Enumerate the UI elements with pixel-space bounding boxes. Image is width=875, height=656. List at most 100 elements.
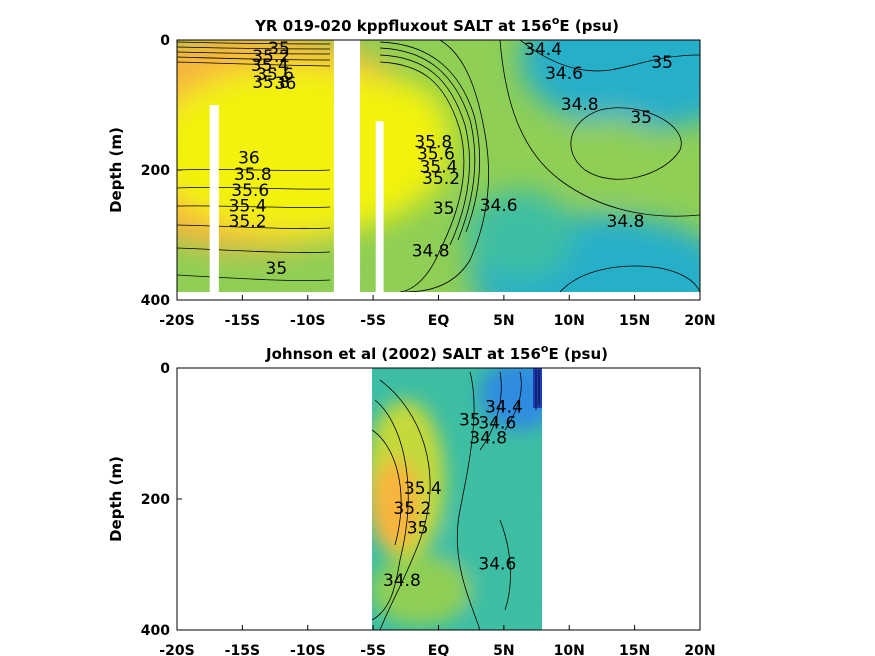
- contour-line: [177, 224, 331, 229]
- contour-line: [379, 47, 476, 241]
- bottom-y-axis-label: Depth (m): [107, 456, 125, 542]
- bottom-title: Johnson et al (2002) SALT at 156oE (psu): [265, 342, 608, 363]
- contour-line: [177, 61, 331, 67]
- x-tick-label: 10N: [554, 313, 585, 329]
- contour-label: 34.8: [469, 429, 507, 449]
- x-tick-label: 20N: [684, 313, 715, 329]
- x-tick-label: 5N: [493, 643, 514, 656]
- x-tick-label: 20N: [684, 643, 715, 656]
- contour-label: 35: [407, 518, 429, 538]
- contour-line: [379, 61, 465, 292]
- contour-label: 35.8: [414, 133, 452, 153]
- data-gap: [375, 121, 384, 292]
- contour-line: [559, 265, 700, 292]
- y-tick-label: 200: [141, 163, 170, 179]
- contour-label: 34.8: [412, 241, 450, 261]
- contour-label: 35: [651, 53, 673, 73]
- contour-label: 36: [275, 74, 297, 94]
- contour-label: 35.4: [251, 56, 289, 76]
- contour-label: 35: [630, 108, 652, 128]
- contour-label: 34.6: [478, 555, 516, 575]
- contour-label: 35: [266, 259, 288, 279]
- contour-label: 34.8: [383, 571, 421, 591]
- contour-line: [177, 205, 331, 208]
- x-tick-label: 15N: [619, 313, 650, 329]
- contour-line: [479, 371, 502, 451]
- x-tick-label: EQ: [428, 313, 450, 329]
- data-gap: [209, 105, 219, 292]
- heatmap-edge: [533, 368, 542, 408]
- bottom-heatmap: [372, 368, 542, 630]
- contour-label: 34.4: [524, 40, 562, 60]
- contour-label: 34.8: [561, 95, 599, 115]
- contour-label: 34.6: [480, 196, 518, 216]
- contour-line: [177, 274, 331, 281]
- contour-line: [177, 169, 331, 171]
- contour-label: 35.2: [422, 169, 460, 189]
- heatmap-blob: [372, 555, 470, 625]
- contour-line: [177, 247, 331, 253]
- y-tick-label: 0: [160, 33, 170, 49]
- x-tick-label: -5S: [360, 643, 386, 656]
- x-tick-label: 10N: [554, 643, 585, 656]
- contour-label: 35.2: [393, 499, 431, 519]
- data-gap: [333, 40, 361, 292]
- contour-label: 35.6: [231, 181, 269, 201]
- heatmap-blob: [480, 368, 542, 430]
- x-tick-label: -5S: [360, 313, 386, 329]
- contour-line: [570, 107, 682, 180]
- contour-line: [177, 187, 331, 190]
- top-title: YR 019-020 kppfluxout SALT at 156oE (psu…: [254, 14, 619, 35]
- x-tick-label: -10S: [290, 313, 325, 329]
- contour-label: 35: [433, 199, 455, 219]
- x-tick-label: EQ: [428, 643, 450, 656]
- y-tick-label: 0: [160, 361, 170, 377]
- contour-label: 35.6: [417, 144, 455, 164]
- top-y-ticks: 0 200 400: [141, 33, 182, 309]
- top-contour-lines: [177, 40, 700, 292]
- contour-line: [372, 399, 409, 621]
- top-panel: YR 019-020 kppfluxout SALT at 156oE (psu…: [107, 14, 716, 329]
- bottom-x-ticks: -20S -15S -10S -5S EQ 5N 10N 15N 20N: [159, 625, 716, 656]
- contour-label: 35.4: [420, 157, 458, 177]
- top-contour-labels: 3535.235.435.635.8363635.835.635.435.235…: [229, 39, 673, 279]
- y-tick-label: 400: [141, 623, 170, 639]
- bottom-panel: Johnson et al (2002) SALT at 156oE (psu): [107, 342, 716, 656]
- x-tick-label: -20S: [159, 643, 194, 656]
- contour-label: 35: [459, 410, 481, 430]
- heatmap-blob: [520, 40, 700, 130]
- top-heatmap: [177, 40, 700, 292]
- contour-line: [499, 40, 700, 217]
- contour-label: 34.4: [485, 397, 523, 417]
- contour-label: 34.8: [607, 212, 645, 232]
- contour-line: [519, 40, 700, 72]
- contour-line: [404, 40, 489, 292]
- contour-label: 35.2: [229, 212, 267, 232]
- contour-line: [177, 46, 331, 50]
- contour-label: 35.4: [404, 479, 442, 499]
- heatmap-blob: [555, 117, 665, 193]
- contour-label: 35.2: [252, 47, 290, 67]
- contour-line: [379, 379, 431, 630]
- contour-label: 35.4: [229, 196, 267, 216]
- top-y-axis-label: Depth (m): [107, 127, 125, 213]
- contour-line: [379, 54, 470, 246]
- bottom-y-ticks: 0 200 400: [141, 361, 182, 639]
- contour-label: 35: [268, 39, 290, 59]
- bottom-contour-lines: [372, 370, 540, 630]
- x-tick-label: -15S: [225, 313, 260, 329]
- contour-label: 34.6: [478, 414, 516, 434]
- heatmap-blob: [465, 190, 575, 280]
- y-tick-label: 400: [141, 293, 170, 309]
- x-tick-label: 5N: [493, 313, 514, 329]
- contour-line: [177, 56, 331, 61]
- contour-line: [456, 371, 481, 630]
- heatmap-blob: [177, 270, 318, 292]
- y-tick-label: 200: [141, 492, 170, 508]
- contour-label: 35.8: [252, 73, 290, 93]
- contour-label: 35.6: [256, 65, 294, 85]
- heatmap-blob: [340, 80, 450, 190]
- contour-line: [535, 370, 540, 410]
